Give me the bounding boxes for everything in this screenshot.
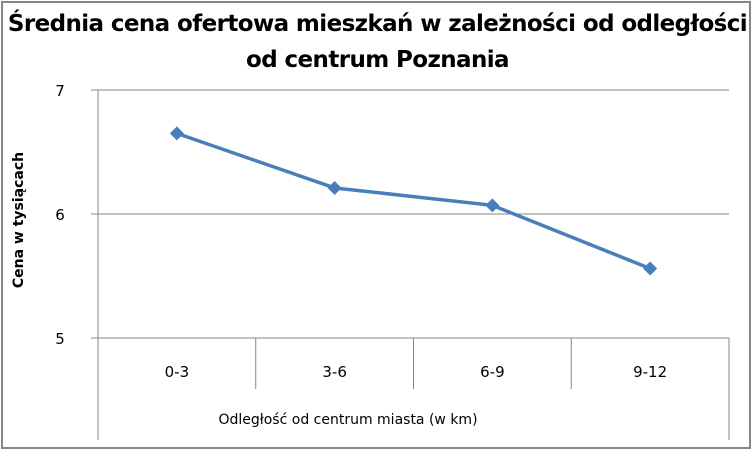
diamond-marker-icon: [643, 261, 658, 276]
y-tick-label: 5: [55, 330, 65, 348]
diamond-marker-icon: [169, 126, 184, 141]
series-line: [176, 131, 651, 271]
chart-title: Średnia cena ofertowa mieszkań w zależno…: [0, 6, 755, 78]
chart-title-line-1: Średnia cena ofertowa mieszkań w zależno…: [7, 11, 748, 37]
x-axis: 0-3 3-6 6-9 9-12: [97, 90, 730, 440]
x-tick-label: 6-9: [480, 363, 505, 381]
chart-title-line-2: od centrum Poznania: [246, 47, 509, 73]
data-series: [169, 126, 658, 276]
diamond-marker-icon: [327, 180, 342, 195]
x-tick-label: 3-6: [322, 363, 347, 381]
y-tick-label: 6: [55, 206, 65, 224]
x-tick-label: 0-3: [165, 363, 190, 381]
gridlines: [91, 89, 729, 339]
y-axis-title: Cena w tysiącach: [11, 152, 27, 288]
diamond-marker-icon: [485, 198, 500, 213]
y-tick-label: 7: [55, 82, 65, 100]
y-axis-ticks: 5 6 7: [55, 82, 65, 348]
x-axis-title: Odległość od centrum miasta (w km): [218, 412, 477, 428]
x-tick-label: 9-12: [633, 363, 667, 381]
